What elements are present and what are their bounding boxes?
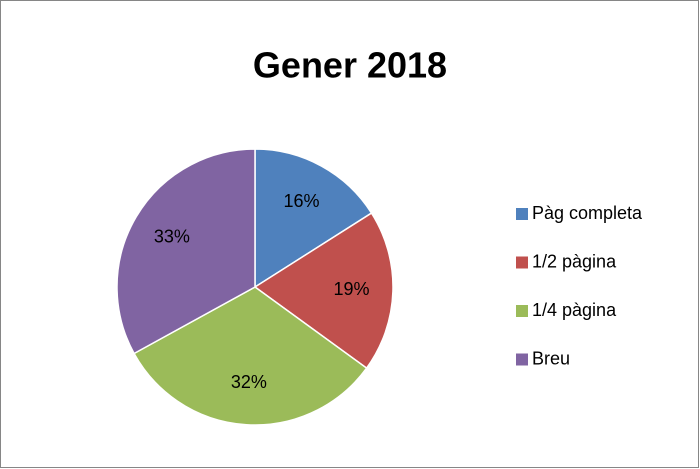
chart-title: Gener 2018: [253, 45, 447, 86]
data-label: 33%: [154, 227, 190, 247]
data-label: 32%: [231, 372, 267, 392]
legend-swatch: [516, 305, 528, 317]
legend-label: Pàg completa: [532, 203, 643, 223]
legend-swatch: [516, 353, 528, 366]
pie-slice: [133, 286, 368, 426]
pie-slice: [254, 148, 373, 289]
legend-label: 1/4 pàgina: [532, 300, 617, 320]
pie-slice: [253, 212, 394, 370]
data-label: 19%: [334, 279, 370, 299]
data-label: 16%: [284, 191, 320, 211]
legend-swatch: [516, 208, 528, 220]
pie-slice: [116, 148, 256, 355]
legend-label: Breu: [532, 348, 570, 368]
legend-label: 1/2 pàgina: [532, 251, 617, 271]
legend-swatch: [516, 256, 528, 269]
